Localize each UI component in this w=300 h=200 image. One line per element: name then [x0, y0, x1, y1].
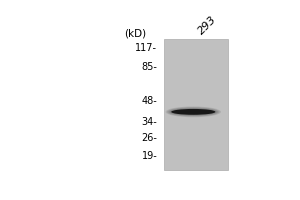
Text: 19-: 19- [142, 151, 157, 161]
Text: (kD): (kD) [124, 28, 146, 38]
Text: 48-: 48- [142, 96, 157, 106]
Ellipse shape [167, 107, 220, 117]
Ellipse shape [168, 108, 218, 116]
Bar [164, 39, 228, 170]
Ellipse shape [166, 106, 221, 117]
Text: 85-: 85- [141, 62, 157, 72]
Text: 117-: 117- [135, 43, 157, 53]
Text: 26-: 26- [141, 133, 157, 143]
Ellipse shape [170, 108, 217, 115]
Ellipse shape [171, 109, 215, 115]
Text: 293: 293 [197, 14, 219, 36]
Text: 34-: 34- [142, 117, 157, 127]
